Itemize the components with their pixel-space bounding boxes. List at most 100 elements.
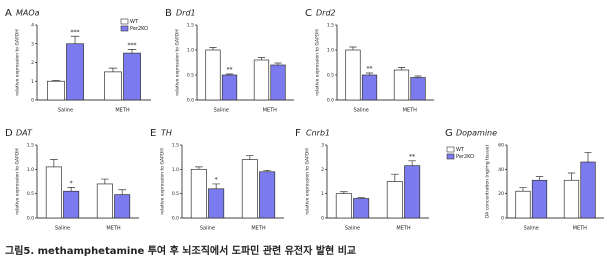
bar: [205, 49, 221, 101]
significance: ***: [128, 42, 137, 49]
significance: **: [227, 67, 233, 74]
y-axis-label: relative expression to GAPDH: [315, 29, 321, 95]
y-tick-label: 2: [321, 167, 324, 173]
panel-title: Cnrb1: [306, 129, 330, 138]
bar: [259, 171, 276, 219]
y-tick-label: 20: [498, 191, 504, 197]
y-tick-label: 0: [501, 216, 504, 222]
caption: 그림5. methamphetamine 투여 후 뇌조직에서 도파민 관련 유…: [5, 244, 356, 257]
error-bar: [212, 183, 220, 189]
y-tick-label: 0.5: [27, 191, 34, 197]
y-tick-label: 1.5: [327, 23, 334, 29]
error-bar: [101, 178, 109, 184]
legend-swatch: [120, 25, 129, 32]
bar: [361, 74, 378, 101]
error-bar: [108, 67, 118, 72]
bar: [114, 194, 131, 219]
x-tick-label: Saline: [58, 108, 73, 114]
y-tick-label: 40: [498, 167, 504, 173]
x-tick-label: Saline: [200, 226, 215, 232]
panel-label: B: [165, 8, 172, 19]
error-bar: [349, 46, 357, 50]
legend-label: WT: [130, 19, 139, 25]
error-bar: [209, 47, 217, 50]
x-tick-label: METH: [573, 226, 588, 232]
error-bar: [50, 159, 58, 167]
error-bar: [225, 73, 234, 75]
bar: [253, 59, 270, 101]
bar: [563, 179, 580, 219]
bar: [335, 193, 352, 219]
error-bar: [195, 166, 203, 170]
bar: [47, 80, 65, 101]
y-tick-label: 0: [31, 98, 34, 104]
error-bar: [274, 62, 282, 65]
bar: [353, 198, 370, 219]
panel-label: A: [5, 8, 12, 19]
x-tick-label: METH: [115, 108, 130, 114]
y-tick-label: 1.0: [327, 48, 334, 54]
y-tick-label: 1.5: [27, 143, 34, 149]
x-tick-label: METH: [263, 108, 278, 114]
y-tick-label: 1.5: [187, 23, 194, 29]
y-tick-label: 3: [31, 41, 34, 47]
bar: [580, 161, 596, 219]
y-tick-label: 0.0: [187, 98, 194, 104]
legend-swatch: [120, 18, 129, 25]
panel-title: DAT: [16, 129, 33, 138]
bar: [104, 71, 122, 101]
error-bar: [263, 169, 271, 172]
y-tick-label: 1.0: [27, 167, 34, 173]
significance: *: [70, 180, 73, 187]
y-tick-label: 0.0: [327, 98, 334, 104]
error-bar: [567, 172, 576, 181]
error-bar: [340, 191, 348, 194]
bar: [531, 179, 548, 219]
panel-title: Drd2: [316, 9, 336, 18]
y-tick-label: 0.5: [172, 191, 179, 197]
y-tick-label: 1.5: [172, 143, 179, 149]
error-bar: [67, 186, 75, 192]
x-tick-label: METH: [251, 226, 266, 232]
y-tick-label: 1.0: [187, 48, 194, 54]
bar: [393, 69, 410, 101]
bar: [221, 74, 238, 101]
bar: [410, 77, 426, 101]
bar: [66, 43, 84, 101]
panel-label: D: [5, 128, 13, 139]
x-tick-label: Saline: [55, 226, 70, 232]
y-tick-label: 2: [31, 60, 34, 66]
error-bar: [397, 67, 406, 70]
y-axis-label: relative expression to GAPDH: [175, 29, 181, 95]
y-tick-label: 0: [321, 216, 324, 222]
bar: [123, 52, 141, 101]
bar: [63, 190, 80, 219]
significance: **: [367, 66, 373, 73]
y-axis-label: relative expression to GAPDH: [15, 29, 21, 95]
x-tick-label: Saline: [345, 226, 360, 232]
panel-label: G: [445, 128, 453, 139]
panel-label: C: [305, 8, 312, 19]
y-tick-label: 3: [321, 143, 324, 149]
y-tick-label: 0.0: [172, 216, 179, 222]
x-tick-label: METH: [403, 108, 418, 114]
significance: **: [409, 153, 415, 160]
bar: [515, 190, 531, 219]
panel-title: MAOa: [16, 9, 40, 18]
error-bar: [408, 160, 416, 166]
y-tick-label: 1: [321, 191, 324, 197]
y-axis-label: relative expression to GAPDH: [15, 148, 21, 214]
legend-swatch: [446, 153, 455, 160]
y-axis-label: DA concentration (ng/mg tissue): [485, 145, 491, 218]
y-tick-label: 60: [498, 143, 504, 149]
bar: [270, 64, 286, 101]
error-bar: [127, 49, 137, 54]
error-bar: [257, 57, 266, 60]
error-bar: [365, 72, 374, 75]
bar: [386, 181, 403, 219]
bar: [241, 159, 258, 219]
panel-title: Dopamine: [456, 129, 497, 138]
y-tick-label: 0.5: [327, 73, 334, 79]
y-tick-label: 0.5: [187, 73, 194, 79]
